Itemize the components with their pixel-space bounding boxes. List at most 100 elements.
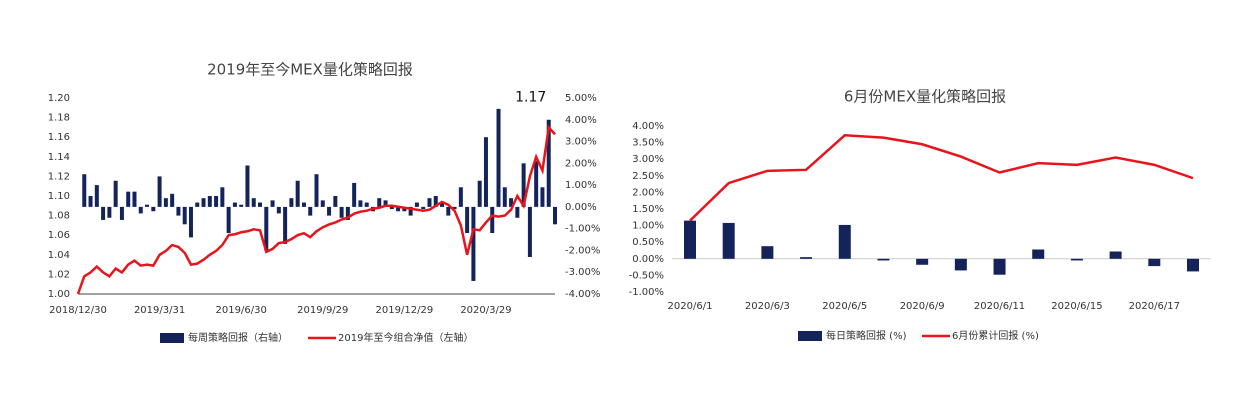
bar xyxy=(389,206,394,210)
y-tick-label: 1.08 xyxy=(48,211,70,222)
y2-tick-label: 2.00% xyxy=(565,158,597,169)
bar xyxy=(295,180,300,207)
bar xyxy=(954,258,967,271)
bar xyxy=(515,206,520,218)
bar xyxy=(226,206,231,234)
x-tick-label: 2020/3/29 xyxy=(460,305,511,316)
bar xyxy=(182,206,187,225)
bar xyxy=(546,119,551,207)
legend-swatch xyxy=(798,331,822,341)
y2-tick-label: -4.00% xyxy=(565,289,600,300)
bar xyxy=(352,182,357,207)
bar xyxy=(540,187,545,207)
y2-tick-label: -2.00% xyxy=(565,245,600,256)
x-tick-label: 2018/12/30 xyxy=(49,305,107,316)
x-tick-label: 2019/12/29 xyxy=(376,305,434,316)
y2-tick-label: 4.00% xyxy=(565,115,597,126)
bar xyxy=(220,187,225,207)
y2-tick-label: 1.00% xyxy=(565,180,597,191)
x-tick-label: 2020/6/15 xyxy=(1051,301,1102,312)
y-tick-label: 1.20 xyxy=(48,93,70,104)
bar xyxy=(188,206,193,238)
bar xyxy=(1187,258,1199,272)
bar xyxy=(145,204,150,207)
y-tick-label: 1.14 xyxy=(48,152,70,163)
bar xyxy=(471,206,476,281)
y2-tick-label: 0.00% xyxy=(565,202,597,213)
bar xyxy=(264,206,269,251)
y-tick-label: 1.06 xyxy=(48,230,70,241)
y-tick-label: 1.12 xyxy=(48,171,70,182)
y-tick-label: 2.50% xyxy=(632,171,664,182)
bar xyxy=(94,185,99,207)
value-label: 1.17 xyxy=(515,89,546,105)
x-tick-label: 2019/6/30 xyxy=(216,305,267,316)
bar xyxy=(301,202,306,207)
x-tick-label: 2019/3/31 xyxy=(134,305,185,316)
bar xyxy=(308,206,313,216)
y-tick-label: -0.50% xyxy=(629,270,664,281)
y-tick-label: 1.18 xyxy=(48,113,70,124)
y-tick-label: 4.00% xyxy=(632,121,664,132)
bar xyxy=(1032,249,1045,259)
bar xyxy=(126,191,131,207)
y-tick-label: 0.00% xyxy=(632,254,664,265)
bar xyxy=(170,193,175,207)
x-tick-label: 2020/6/11 xyxy=(974,301,1025,312)
bar xyxy=(176,206,181,216)
y2-tick-label: 5.00% xyxy=(565,93,597,104)
bar xyxy=(289,198,294,207)
bar xyxy=(138,206,143,214)
bar xyxy=(553,206,557,225)
bar xyxy=(527,206,532,257)
y-tick-label: 3.00% xyxy=(632,154,664,165)
bar xyxy=(251,198,256,207)
bar xyxy=(119,206,124,220)
bar xyxy=(258,202,263,207)
bar xyxy=(722,222,735,259)
bar xyxy=(396,206,401,212)
bar xyxy=(364,202,369,207)
y-tick-label: 1.16 xyxy=(48,132,70,143)
x-tick-label: 2020/6/1 xyxy=(668,301,713,312)
chart-title: 6月份MEX量化策略回报 xyxy=(844,88,1006,106)
bar xyxy=(916,258,929,265)
bar xyxy=(163,198,168,207)
bar xyxy=(534,161,539,207)
y-tick-label: 1.00% xyxy=(632,221,664,232)
bar xyxy=(521,163,526,207)
bar xyxy=(483,137,488,207)
line xyxy=(76,124,556,295)
bar xyxy=(283,206,288,244)
bar xyxy=(1109,251,1122,259)
chart-title: 2019年至今MEX量化策略回报 xyxy=(207,61,413,79)
bar xyxy=(993,258,1006,275)
bar xyxy=(446,206,451,216)
bar xyxy=(214,196,219,207)
bar xyxy=(414,202,419,207)
bar xyxy=(333,196,338,207)
bar xyxy=(465,206,470,234)
line xyxy=(689,134,1194,222)
y-tick-label: 1.04 xyxy=(48,250,70,261)
bar xyxy=(345,206,350,220)
bar xyxy=(458,187,463,207)
bar xyxy=(877,258,890,261)
y-tick-label: 3.50% xyxy=(632,138,664,149)
bar xyxy=(358,200,363,207)
x-tick-label: 2020/6/9 xyxy=(900,301,945,312)
legend-label: 6月份累计回报 (%) xyxy=(952,329,1039,342)
bar xyxy=(452,206,457,210)
legend-label: 每日策略回报 (%) xyxy=(826,329,907,342)
y2-tick-label: -1.00% xyxy=(565,224,600,235)
y2-tick-label: -3.00% xyxy=(565,267,600,278)
bar xyxy=(800,257,813,259)
bar xyxy=(276,206,281,214)
bar xyxy=(132,191,137,207)
bar xyxy=(157,176,162,207)
y2-tick-label: 3.00% xyxy=(565,137,597,148)
y-tick-label: 0.50% xyxy=(632,237,664,248)
bar xyxy=(88,196,93,207)
legend-label: 每周策略回报（右轴） xyxy=(188,331,288,344)
